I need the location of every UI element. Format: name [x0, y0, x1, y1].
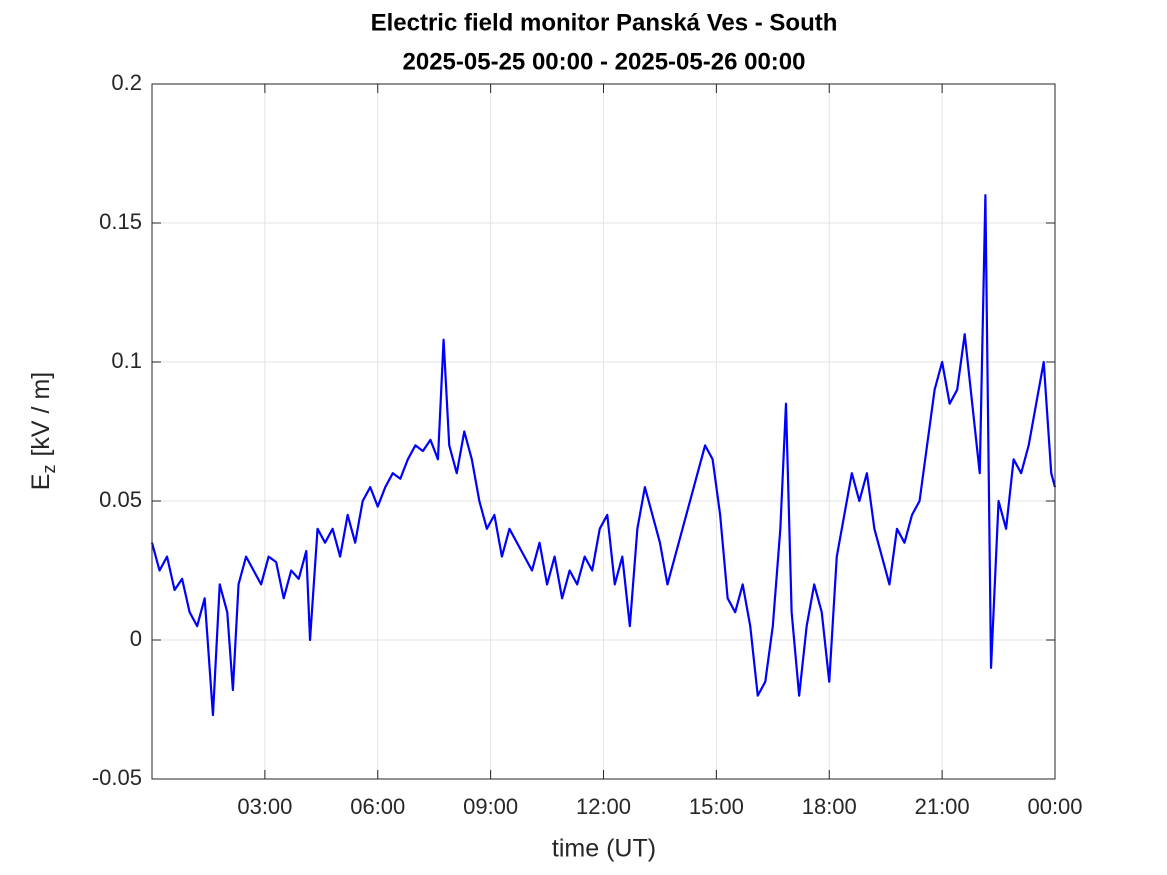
x-tick-label: 12:00	[576, 794, 631, 819]
data-line	[150, 194, 1057, 717]
chart-subtitle: 2025-05-25 00:00 - 2025-05-26 00:00	[403, 48, 806, 75]
x-tick-label: 00:00	[1027, 794, 1082, 819]
x-tick-label: 09:00	[463, 794, 518, 819]
x-tick-label: 06:00	[350, 794, 405, 819]
y-label-subscript: z	[39, 465, 59, 474]
chart-title: Electric field monitor Panská Ves - Sout…	[371, 9, 838, 36]
y-tick-label: 0.05	[99, 487, 142, 512]
x-axis-label: time (UT)	[552, 835, 656, 863]
y-label-symbol: E	[27, 474, 55, 491]
x-tick-label: 03:00	[237, 794, 292, 819]
x-tick-label: 18:00	[802, 794, 857, 819]
x-tick-label: 21:00	[915, 794, 970, 819]
y-tick-label: 0.15	[99, 209, 142, 234]
y-axis-label: Ez [kV / m]	[27, 372, 59, 490]
y-tick-label: 0.2	[111, 70, 142, 95]
y-tick-label: 0.1	[111, 348, 142, 373]
y-tick-label: 0	[130, 626, 142, 651]
axes-box	[151, 83, 1056, 780]
y-tick-label: -0.05	[92, 765, 142, 790]
x-tick-label: 15:00	[689, 794, 744, 819]
y-label-unit: [kV / m]	[27, 372, 55, 457]
